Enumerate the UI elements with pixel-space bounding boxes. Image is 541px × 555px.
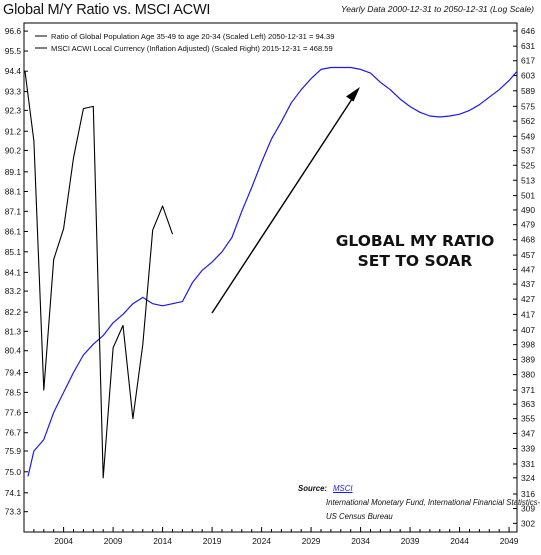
right-tick-label: 617 — [521, 56, 535, 66]
left-axis: 96.6 95.5 94.4 93.3 92.3 91.2 90.2 89.1 88.1 87.1… — [5, 26, 28, 517]
x-tick-label: 2014 — [153, 536, 172, 546]
x-tick-label: 2024 — [252, 536, 271, 546]
right-tick-label: 316 — [521, 489, 535, 499]
series-line-population-ratio — [27, 66, 518, 477]
chart-title: Global M/Y Ratio vs. MSCI ACWI — [3, 2, 211, 18]
left-tick-label: 87.1 — [5, 206, 22, 216]
right-tick-label: 437 — [521, 279, 535, 289]
right-tick-label: 324 — [521, 473, 535, 483]
left-tick-label: 84.1 — [5, 267, 22, 277]
right-tick-label: 603 — [521, 71, 535, 81]
right-tick-label: 457 — [521, 250, 535, 260]
legend-label-msci-acwi: MSCI ACWI Local Currency (Inflation Adju… — [51, 44, 333, 53]
right-tick-label: 427 — [521, 294, 535, 304]
left-tick-label: 93.3 — [5, 87, 22, 97]
left-tick-label: 95.5 — [5, 46, 22, 56]
x-tick-label: 2009 — [104, 536, 123, 546]
right-tick-label: 389 — [521, 354, 535, 364]
left-tick-label: 83.2 — [5, 286, 22, 296]
source-link-msci[interactable]: MSCI — [333, 484, 353, 493]
right-tick-label: 302 — [521, 518, 535, 528]
right-tick-label: 479 — [521, 220, 535, 230]
left-tick-label: 88.1 — [5, 186, 22, 196]
left-tick-label: 77.6 — [5, 407, 22, 417]
right-tick-label: 447 — [521, 264, 535, 274]
left-tick-label: 79.4 — [5, 368, 22, 378]
trend-arrow — [211, 87, 360, 314]
source-label: Source: — [298, 484, 328, 493]
right-tick-label: 549 — [521, 131, 535, 141]
right-tick-label: 331 — [521, 459, 535, 469]
left-tick-label: 89.1 — [5, 167, 22, 177]
right-tick-label: 501 — [521, 191, 535, 201]
x-axis: 2004 2009 2014 2019 2024 2029 2034 2039 2044 2049 — [33, 527, 519, 546]
x-tick-label: 2004 — [54, 536, 73, 546]
left-tick-label: 86.1 — [5, 226, 22, 236]
series-layer — [24, 66, 518, 479]
right-tick-label: 363 — [521, 399, 535, 409]
right-tick-label: 589 — [521, 86, 535, 96]
right-axis: 646 631 617 603 589 575 562 549 537 525 513 501 490 4… — [513, 26, 535, 528]
right-tick-label: 380 — [521, 370, 535, 380]
chart-subtitle: Yearly Data 2000-12-31 to 2050-12-31 (Lo… — [340, 4, 534, 14]
source-line-imf: International Monetary Fund, Internation… — [326, 498, 541, 507]
source-note: Source: MSCI International Monetary Fund,… — [298, 482, 540, 524]
x-tick-label: 2019 — [203, 536, 222, 546]
left-tick-label: 82.2 — [5, 307, 22, 317]
plot-frame — [23, 22, 518, 533]
right-tick-label: 371 — [521, 385, 535, 395]
right-tick-label: 537 — [521, 146, 535, 156]
source-line-census: US Census Bureau — [326, 512, 393, 521]
annotation-line-2: SET TO SOAR — [358, 252, 473, 270]
right-tick-label: 562 — [521, 116, 535, 126]
right-tick-label: 646 — [521, 26, 535, 36]
left-tick-label: 81.3 — [5, 326, 22, 336]
legend-label-population-ratio: Ratio of Global Population Age 35-49 to … — [51, 32, 335, 41]
right-tick-label: 339 — [521, 444, 535, 454]
left-tick-label: 80.4 — [5, 346, 22, 356]
x-tick-label: 2034 — [351, 536, 370, 546]
left-tick-label: 85.1 — [5, 247, 22, 257]
right-tick-label: 407 — [521, 325, 535, 335]
x-tick-label: 2049 — [500, 536, 519, 546]
left-tick-label: 90.2 — [5, 145, 22, 155]
left-tick-label: 78.5 — [5, 387, 22, 397]
right-tick-label: 631 — [521, 41, 535, 51]
x-tick-label: 2039 — [401, 536, 420, 546]
left-tick-label: 96.6 — [5, 26, 22, 36]
left-tick-label: 94.4 — [5, 66, 22, 76]
right-tick-label: 525 — [521, 160, 535, 170]
left-tick-label: 74.1 — [5, 488, 22, 498]
annotation-line-1: GLOBAL MY RATIO — [336, 232, 495, 250]
right-tick-label: 398 — [521, 340, 535, 350]
legend: Ratio of Global Population Age 35-49 to … — [35, 32, 335, 53]
right-tick-label: 347 — [521, 428, 535, 438]
right-tick-label: 513 — [521, 175, 535, 185]
right-tick-label: 417 — [521, 309, 535, 319]
right-tick-label: 490 — [521, 205, 535, 215]
right-tick-label: 309 — [521, 504, 535, 514]
right-tick-label: 575 — [521, 101, 535, 111]
left-tick-label: 75.9 — [5, 446, 22, 456]
x-tick-label: 2044 — [450, 536, 469, 546]
left-tick-label: 76.7 — [5, 428, 22, 438]
x-tick-label: 2029 — [302, 536, 321, 546]
left-tick-label: 91.2 — [5, 126, 22, 136]
right-tick-label: 468 — [521, 235, 535, 245]
left-tick-label: 73.3 — [5, 507, 22, 517]
right-tick-label: 355 — [521, 414, 535, 424]
series-line-msci-acwi — [24, 71, 174, 479]
left-tick-label: 92.3 — [5, 105, 22, 115]
left-tick-label: 75.0 — [5, 467, 22, 477]
